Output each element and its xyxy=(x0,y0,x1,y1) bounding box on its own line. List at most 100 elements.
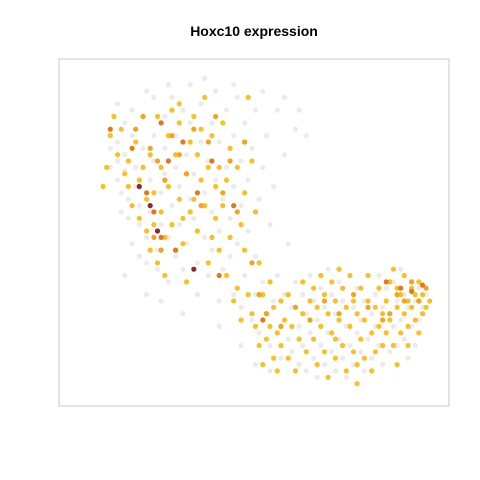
point-low xyxy=(271,355,277,361)
point-low xyxy=(372,304,378,310)
point-mid xyxy=(176,152,182,158)
point-low xyxy=(336,266,342,272)
point-none xyxy=(340,355,346,361)
point-none xyxy=(307,272,313,279)
point-low xyxy=(176,120,182,126)
point-low xyxy=(267,323,273,329)
point-low xyxy=(231,298,237,304)
point-low xyxy=(354,311,360,317)
point-none xyxy=(394,342,400,349)
point-max xyxy=(154,228,161,234)
point-none xyxy=(136,253,142,259)
point-mid xyxy=(158,247,164,253)
plot-frame xyxy=(58,58,450,407)
point-low xyxy=(191,113,197,120)
point-low xyxy=(405,323,411,329)
point-mid xyxy=(394,292,400,298)
point-none xyxy=(169,203,175,209)
point-low xyxy=(252,323,259,329)
point-none xyxy=(176,183,182,190)
point-low xyxy=(311,336,317,342)
point-none xyxy=(176,222,182,228)
point-low xyxy=(180,241,186,247)
point-none xyxy=(209,209,215,215)
point-low xyxy=(198,177,204,183)
point-none xyxy=(205,272,211,279)
point-none xyxy=(245,228,251,234)
point-low xyxy=(144,228,150,234)
point-none xyxy=(238,304,244,310)
point-none xyxy=(394,298,400,304)
point-low xyxy=(325,311,331,317)
point-none xyxy=(318,342,324,349)
point-none xyxy=(187,196,193,202)
point-none xyxy=(234,94,240,100)
point-low xyxy=(380,342,386,349)
point-none xyxy=(419,304,426,310)
point-low xyxy=(129,203,135,209)
points-layer xyxy=(100,75,433,387)
point-none xyxy=(216,323,222,329)
point-low xyxy=(125,183,131,190)
point-mid xyxy=(213,113,219,120)
point-none xyxy=(372,292,378,298)
point-low xyxy=(191,196,197,202)
point-none xyxy=(220,196,226,202)
point-low xyxy=(369,330,375,336)
point-mid xyxy=(380,317,386,323)
point-high xyxy=(260,317,266,323)
point-none xyxy=(369,311,375,317)
point-none xyxy=(180,266,186,272)
point-none xyxy=(194,260,200,266)
point-mid xyxy=(154,158,161,164)
point-none xyxy=(329,349,335,355)
point-low xyxy=(314,362,320,368)
point-none xyxy=(223,107,230,113)
point-none xyxy=(191,215,197,221)
point-none xyxy=(245,177,251,183)
point-low xyxy=(242,247,248,253)
point-low xyxy=(416,330,422,336)
point-low xyxy=(154,113,161,120)
point-none xyxy=(405,355,411,361)
point-low xyxy=(154,260,161,266)
point-mid xyxy=(401,298,407,304)
point-none xyxy=(358,317,364,323)
point-low xyxy=(350,349,357,355)
point-mid xyxy=(220,190,226,196)
point-none xyxy=(416,317,422,323)
point-none xyxy=(118,209,124,215)
point-none xyxy=(252,107,259,113)
point-none xyxy=(213,177,219,183)
point-max xyxy=(136,183,142,190)
point-low xyxy=(376,285,382,291)
point-low xyxy=(419,292,426,298)
point-low xyxy=(347,323,353,329)
point-low xyxy=(358,336,364,342)
point-high xyxy=(144,190,150,196)
point-none xyxy=(332,311,338,317)
point-low xyxy=(311,285,317,291)
point-low xyxy=(220,203,226,209)
point-none xyxy=(303,133,309,139)
point-none xyxy=(296,107,302,113)
point-low xyxy=(205,260,211,266)
point-none xyxy=(202,190,208,196)
point-none xyxy=(227,215,233,221)
point-none xyxy=(122,120,128,126)
point-none xyxy=(223,164,230,170)
point-none xyxy=(216,298,222,304)
point-low xyxy=(136,177,142,183)
point-low xyxy=(380,311,386,317)
point-low xyxy=(278,298,284,304)
point-low xyxy=(162,234,168,240)
point-mid xyxy=(140,113,146,120)
point-low xyxy=(256,342,262,349)
point-none xyxy=(321,304,328,310)
point-none xyxy=(401,336,407,342)
point-none xyxy=(125,196,131,202)
point-none xyxy=(380,362,386,368)
point-none xyxy=(390,323,396,329)
point-none xyxy=(129,241,135,247)
point-none xyxy=(173,253,179,259)
